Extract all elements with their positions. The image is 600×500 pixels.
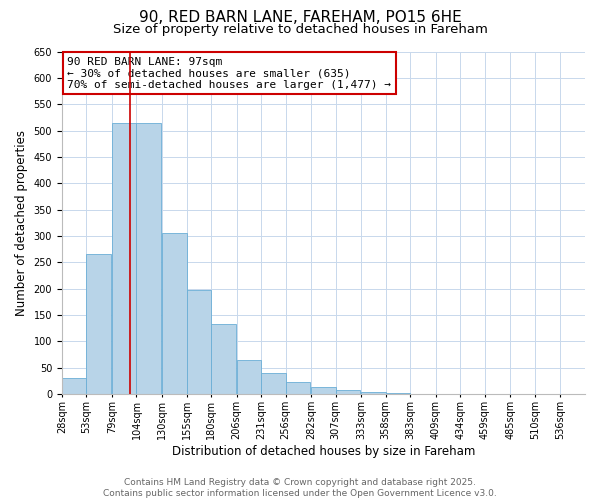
Bar — [336, 390, 360, 394]
Y-axis label: Number of detached properties: Number of detached properties — [15, 130, 28, 316]
Bar — [361, 392, 386, 394]
Bar — [261, 373, 286, 394]
Text: Size of property relative to detached houses in Fareham: Size of property relative to detached ho… — [113, 22, 487, 36]
Bar — [136, 122, 161, 394]
Bar — [211, 324, 236, 394]
Bar — [112, 122, 136, 394]
Bar — [187, 290, 211, 394]
Text: 90, RED BARN LANE, FAREHAM, PO15 6HE: 90, RED BARN LANE, FAREHAM, PO15 6HE — [139, 10, 461, 25]
Text: Contains HM Land Registry data © Crown copyright and database right 2025.
Contai: Contains HM Land Registry data © Crown c… — [103, 478, 497, 498]
Bar — [236, 360, 261, 394]
Bar — [311, 386, 336, 394]
Bar — [162, 234, 187, 394]
Bar — [62, 378, 86, 394]
X-axis label: Distribution of detached houses by size in Fareham: Distribution of detached houses by size … — [172, 444, 475, 458]
Text: 90 RED BARN LANE: 97sqm
← 30% of detached houses are smaller (635)
70% of semi-d: 90 RED BARN LANE: 97sqm ← 30% of detache… — [67, 56, 391, 90]
Bar — [286, 382, 310, 394]
Bar — [86, 254, 111, 394]
